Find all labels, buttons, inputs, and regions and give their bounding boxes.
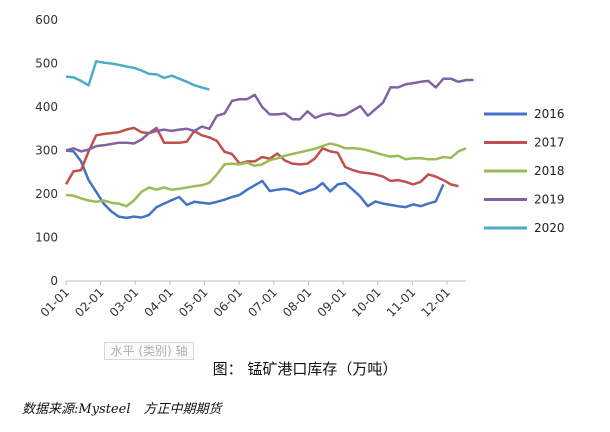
- axis-hint: 水平 (类别) 轴: [104, 342, 194, 360]
- x-tick-label: 05-01: [176, 285, 211, 320]
- series-line-2017: [64, 126, 459, 188]
- x-tick-label: 10-01: [349, 285, 384, 320]
- y-tick-label: 500: [35, 57, 58, 71]
- x-tick-label: 11-01: [384, 285, 419, 320]
- legend: 2016 2017 2018 2019 2020: [484, 107, 565, 235]
- x-tick-label: 06-01: [211, 285, 246, 320]
- series-line-2016: [65, 149, 445, 220]
- plot-lines: [64, 60, 474, 220]
- x-tick-label: 12-01: [419, 285, 454, 320]
- y-tick-label: 400: [35, 100, 58, 114]
- figure-caption: 图： 锰矿港口库存（万吨）: [212, 360, 398, 378]
- x-tick-label: 08-01: [280, 285, 315, 320]
- y-tick-label: 600: [35, 13, 58, 27]
- legend-label-2020: 2020: [534, 221, 565, 235]
- x-tick-label: 07-01: [245, 285, 280, 320]
- legend-label-2019: 2019: [534, 193, 565, 207]
- series-line-2019: [65, 77, 474, 153]
- legend-label-2016: 2016: [534, 107, 565, 121]
- y-tick-label: 200: [35, 187, 58, 201]
- x-tick-label: 09-01: [315, 285, 350, 320]
- y-axis: 0 100 200 300 400 500 600: [35, 13, 58, 288]
- data-source: 数据来源:Mysteel 方正中期期货: [22, 402, 222, 417]
- x-axis: 01-01 02-01 03-01 04-01 05-01 06-01 07-01 08-01…: [38, 280, 466, 320]
- y-tick-label: 300: [35, 144, 58, 158]
- x-tick-label: 03-01: [107, 285, 142, 320]
- legend-label-2018: 2018: [534, 164, 565, 178]
- x-tick-label: 02-01: [72, 285, 107, 320]
- y-tick-label: 100: [35, 231, 58, 245]
- legend-label-2017: 2017: [534, 136, 565, 150]
- x-tick-label: 04-01: [141, 285, 176, 320]
- x-tick-label: 01-01: [38, 285, 73, 320]
- series-line-2020: [65, 60, 210, 91]
- series-line-2018: [65, 142, 467, 208]
- y-tick-label: 0: [50, 274, 58, 288]
